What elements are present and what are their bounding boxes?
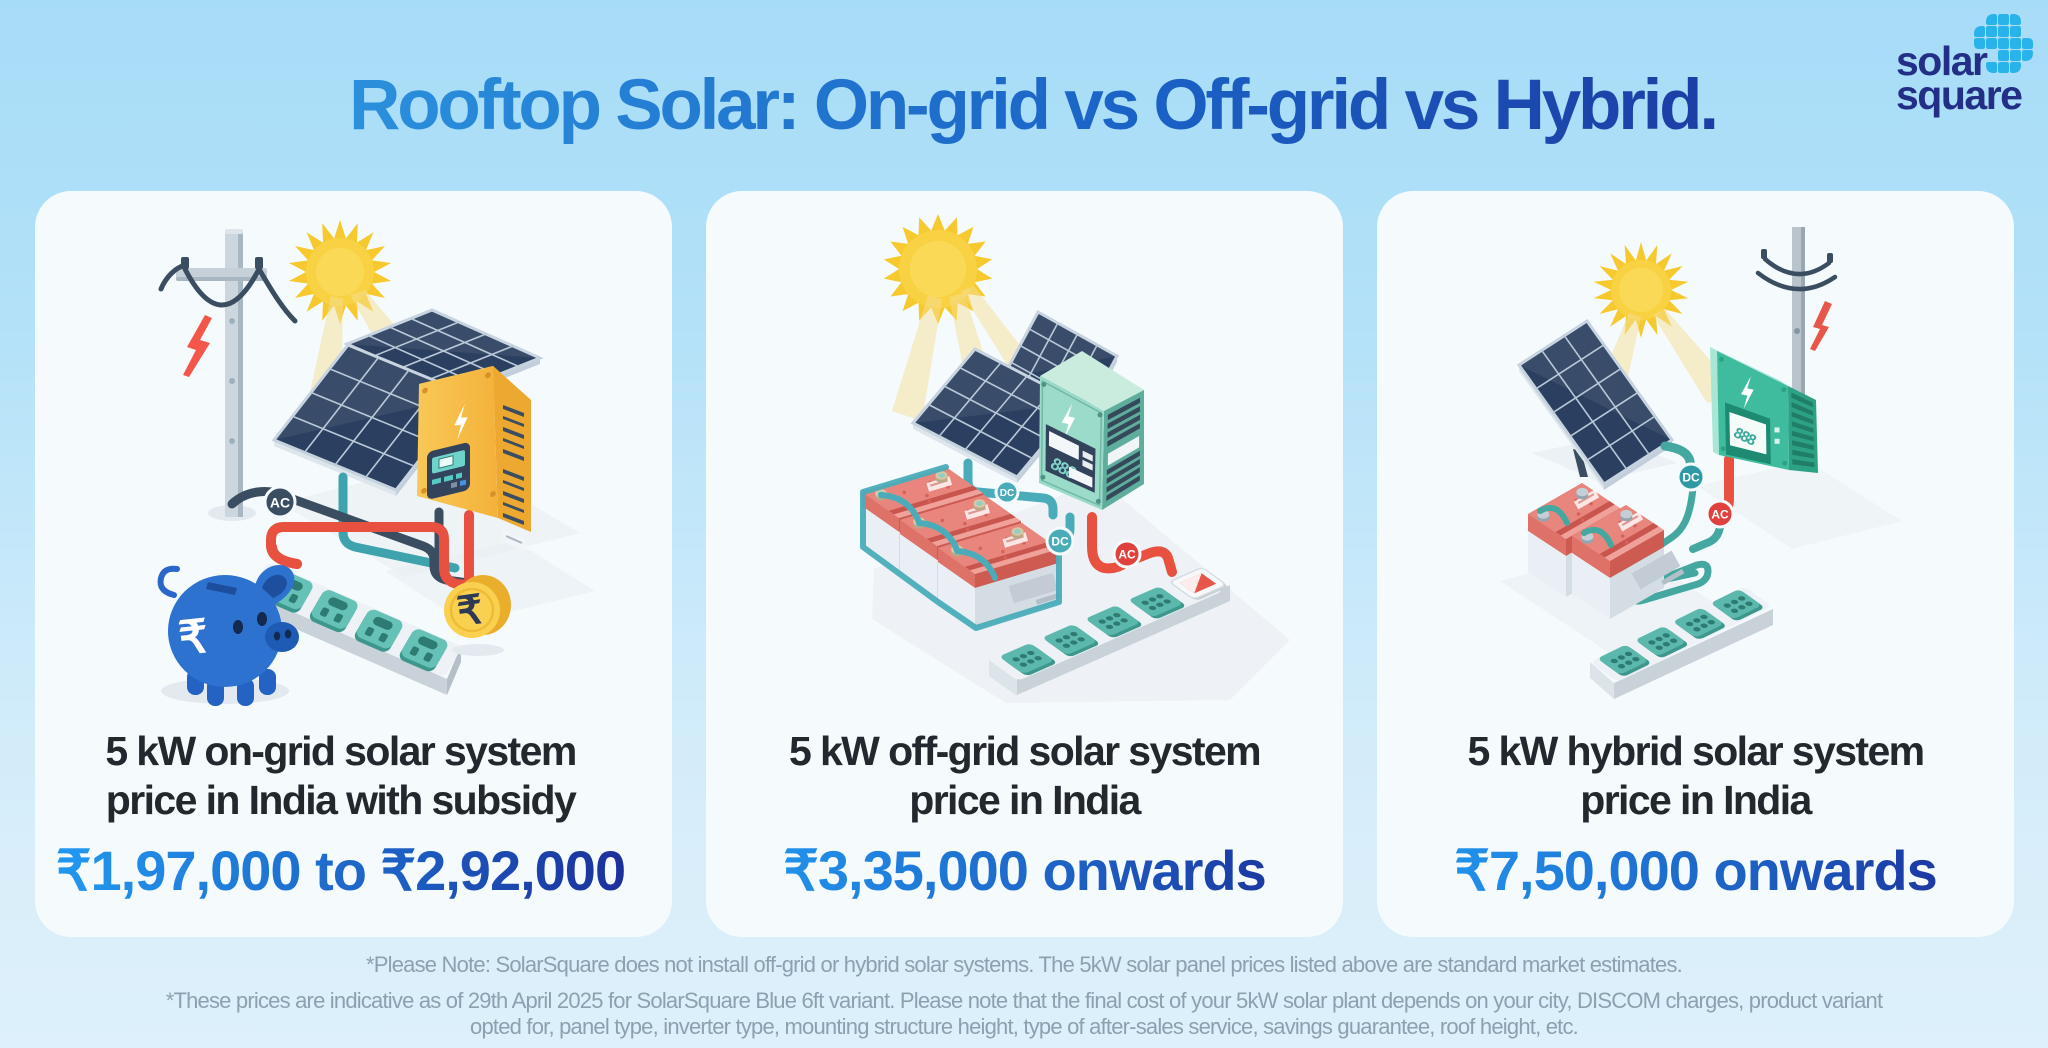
svg-text:AC: AC — [1711, 508, 1729, 522]
svg-text:DC: DC — [1051, 535, 1069, 549]
svg-text:AC: AC — [1118, 548, 1136, 562]
svg-text:₹: ₹ — [455, 588, 486, 635]
svg-text:₹: ₹ — [176, 610, 211, 665]
svg-text:DC: DC — [1682, 471, 1700, 485]
svg-text:AC: AC — [270, 494, 290, 510]
svg-text:DC: DC — [1000, 488, 1014, 499]
